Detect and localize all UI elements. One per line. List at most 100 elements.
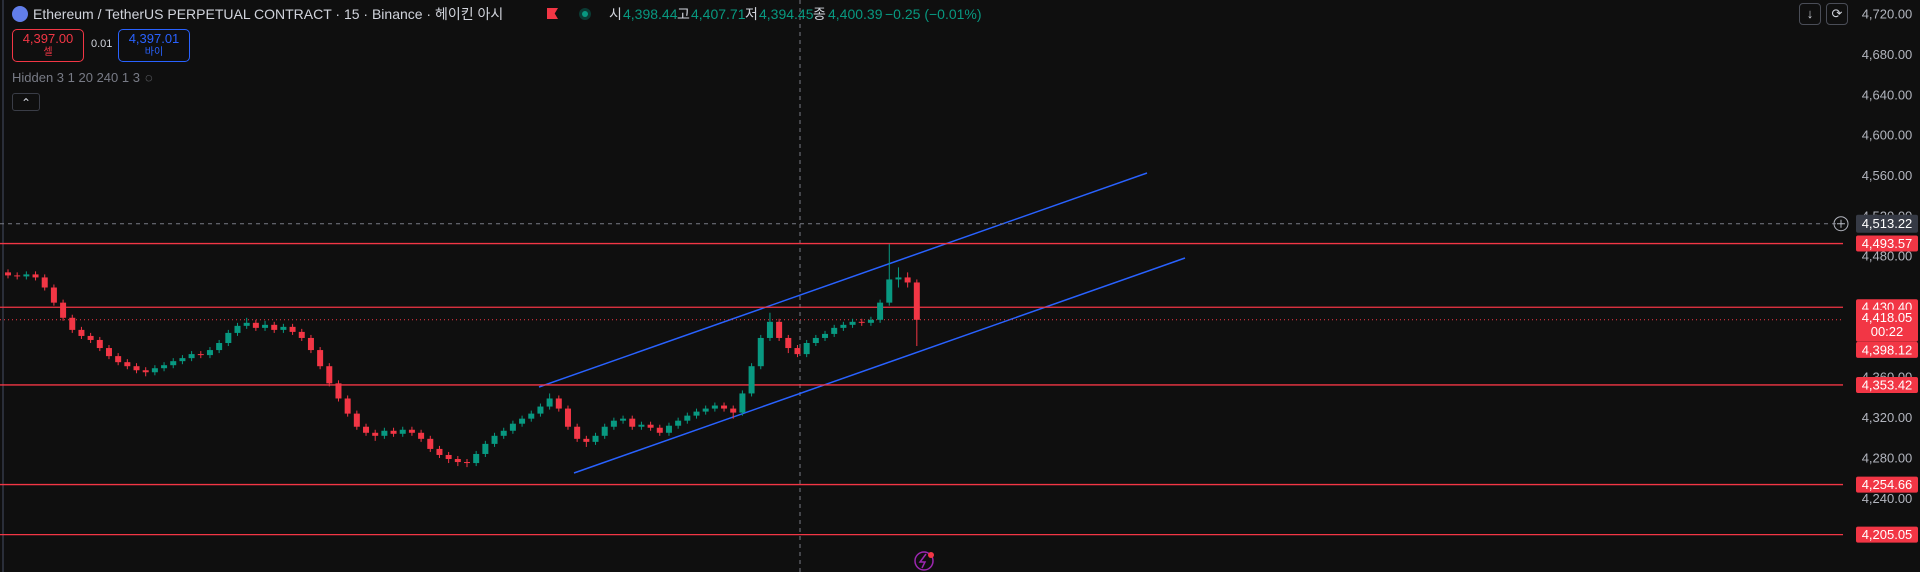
candle-body bbox=[216, 342, 223, 351]
candle-body bbox=[372, 432, 379, 436]
candle-body bbox=[234, 325, 241, 333]
visibility-icon[interactable]: ◌ bbox=[145, 70, 153, 85]
candle-body bbox=[509, 423, 516, 431]
candle-body bbox=[60, 302, 67, 318]
flag-icon[interactable] bbox=[547, 8, 558, 19]
channel-lower[interactable] bbox=[573, 257, 1186, 474]
candle-body bbox=[620, 418, 627, 421]
candle-body bbox=[96, 339, 103, 349]
candle-body bbox=[344, 398, 351, 414]
candle-body bbox=[50, 287, 57, 303]
candle-body bbox=[23, 274, 30, 277]
symbol-title[interactable]: Ethereum / TetherUS PERPETUAL CONTRACT ·… bbox=[33, 6, 504, 22]
candle-body bbox=[895, 277, 902, 280]
candle-body bbox=[675, 420, 682, 426]
status-dot bbox=[579, 8, 591, 20]
candle-body bbox=[280, 326, 287, 330]
candle-body bbox=[665, 425, 672, 433]
candle-body bbox=[289, 326, 296, 332]
sell-button[interactable]: 4,397.00 셀 bbox=[12, 29, 84, 62]
candle-body bbox=[656, 427, 663, 433]
candle-body bbox=[812, 337, 819, 343]
buy-label: 바이 bbox=[144, 47, 164, 58]
y-tick-label: 4,240.00 bbox=[1862, 491, 1913, 506]
level-price-label: 4,493.57 bbox=[1862, 236, 1913, 251]
candle-body bbox=[519, 418, 526, 424]
candle-body bbox=[822, 333, 829, 338]
candle-body bbox=[41, 277, 48, 288]
ohlc-value: 4,394.45 bbox=[759, 6, 814, 22]
level-price-label: 4,254.66 bbox=[1862, 477, 1913, 492]
candle-body bbox=[739, 393, 746, 413]
candle-body bbox=[574, 426, 581, 439]
candle-body bbox=[721, 405, 728, 409]
refresh-button[interactable]: ⟳ bbox=[1826, 3, 1848, 25]
ohlc-label: 시 bbox=[609, 6, 622, 22]
candle-body bbox=[418, 432, 425, 439]
candle-body bbox=[886, 279, 893, 303]
level-price-box bbox=[1856, 235, 1918, 252]
candle-body bbox=[335, 383, 342, 399]
candle-body bbox=[298, 331, 305, 338]
candle-body bbox=[179, 358, 186, 362]
candle-body bbox=[243, 322, 250, 326]
collapse-button[interactable]: ⌃ bbox=[12, 93, 40, 111]
candle-body bbox=[610, 420, 617, 427]
candle-body bbox=[757, 337, 764, 367]
candle-body bbox=[436, 448, 443, 455]
candle-body bbox=[867, 319, 874, 323]
y-tick-label: 4,720.00 bbox=[1862, 7, 1913, 22]
ohlc-label: 종 bbox=[813, 6, 826, 22]
indicator-legend[interactable]: Hidden 3 1 20 240 1 3 bbox=[12, 70, 140, 85]
scroll-down-button[interactable]: ↓ bbox=[1799, 3, 1821, 25]
candle-body bbox=[849, 321, 856, 325]
candle-body bbox=[564, 408, 571, 427]
candle-body bbox=[913, 282, 920, 320]
y-tick-label: 4,480.00 bbox=[1862, 249, 1913, 264]
candle-body bbox=[5, 272, 11, 276]
candle-body bbox=[464, 462, 470, 464]
candle-body bbox=[133, 366, 140, 371]
candle-body bbox=[638, 424, 645, 427]
candle-body bbox=[390, 430, 397, 434]
candle-body bbox=[546, 398, 553, 407]
candle-body bbox=[408, 429, 415, 433]
candle-body bbox=[317, 350, 324, 367]
ohlc-value: 4,407.71 bbox=[691, 6, 746, 22]
level-price-label: 4,205.05 bbox=[1862, 527, 1913, 542]
candle-body bbox=[197, 354, 204, 356]
buy-button[interactable]: 4,397.01 바이 bbox=[118, 29, 190, 62]
candle-body bbox=[785, 337, 792, 349]
candle-body bbox=[14, 275, 21, 277]
ohlc-value: 4,398.44 bbox=[623, 6, 678, 22]
spread: 0.01 bbox=[91, 38, 113, 50]
candle-body bbox=[877, 302, 884, 320]
candle-body bbox=[840, 324, 847, 328]
candle-body bbox=[32, 274, 39, 278]
candle-body bbox=[363, 426, 370, 433]
candle-body bbox=[776, 321, 783, 338]
level-price-label: 4,353.42 bbox=[1862, 377, 1913, 392]
symbol-icon[interactable] bbox=[12, 6, 28, 22]
candle-body bbox=[528, 413, 535, 419]
candle-body bbox=[766, 321, 773, 338]
candle-body bbox=[161, 365, 168, 369]
candle-body bbox=[69, 317, 76, 330]
channel-upper[interactable] bbox=[538, 172, 1148, 388]
add-alert-button[interactable] bbox=[1833, 216, 1849, 232]
level-price-box bbox=[1856, 526, 1918, 543]
candle-body bbox=[702, 408, 709, 412]
candle-body bbox=[142, 370, 149, 373]
candle-body bbox=[831, 327, 838, 334]
y-tick-label: 4,600.00 bbox=[1862, 128, 1913, 143]
candle-body bbox=[748, 366, 755, 394]
ohlc-value: 4,400.39 bbox=[828, 6, 883, 22]
candle-body bbox=[78, 329, 85, 336]
replay-icon[interactable] bbox=[914, 551, 934, 571]
candle-body bbox=[684, 415, 691, 421]
candle-body bbox=[188, 354, 195, 359]
candle-body bbox=[124, 362, 131, 367]
sell-price: 4,397.00 bbox=[22, 31, 74, 46]
